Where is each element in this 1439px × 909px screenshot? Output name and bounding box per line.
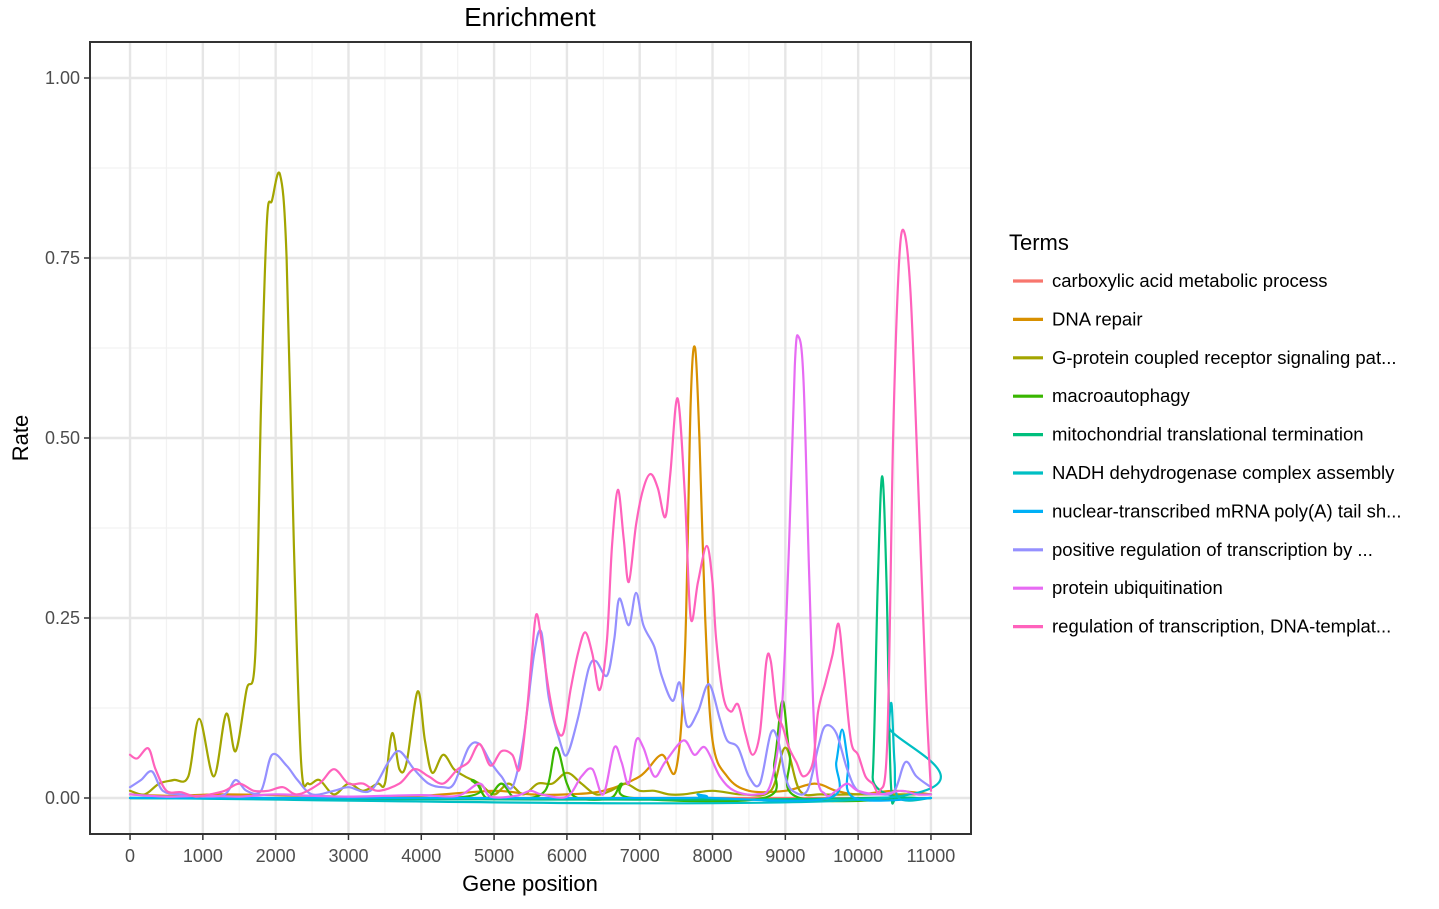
series-line-6 [128,728,933,802]
x-tick-label: 0 [125,846,135,866]
legend-item: positive regulation of transcription by … [1013,539,1373,560]
legend-label: positive regulation of transcription by … [1052,539,1373,560]
legend-label: regulation of transcription, DNA-templat… [1052,616,1391,637]
legend-item: NADH dehydrogenase complex assembly [1013,462,1395,483]
legend-item: DNA repair [1013,308,1142,329]
x-tick-label: 2000 [256,846,296,866]
series-line-9 [128,228,933,798]
legend-label: NADH dehydrogenase complex assembly [1052,462,1395,483]
x-axis-title: Gene position [462,871,598,896]
x-tick-label: 8000 [693,846,733,866]
x-tick-label: 9000 [765,846,805,866]
y-tick-label: 0.00 [45,788,80,808]
legend-item: nuclear-transcribed mRNA poly(A) tail sh… [1013,500,1402,521]
legend-item: regulation of transcription, DNA-templat… [1013,616,1391,637]
legend-label: protein ubiquitination [1052,577,1223,598]
series-line-2 [128,171,933,797]
x-axis: 0 1000 2000 3000 4000 5000 6000 7000 8000 9000 100… [125,834,955,866]
legend-label: mitochondrial translational termination [1052,424,1364,445]
legend-item: carboxylic acid metabolic process [1013,270,1328,291]
y-axis: 0.00 0.25 0.50 0.75 1.00 [45,68,90,808]
legend-label: macroautophagy [1052,385,1191,406]
legend-item: G-protein coupled receptor signaling pat… [1013,347,1397,368]
y-tick-label: 0.75 [45,248,80,268]
x-tick-label: 6000 [547,846,587,866]
legend-items: carboxylic acid metabolic process DNA rep… [1013,270,1402,637]
y-axis-title: Rate [8,415,33,461]
chart-title: Enrichment [464,2,596,32]
legend: Terms carboxylic acid metabolic process D… [1009,230,1402,637]
y-tick-label: 0.50 [45,428,80,448]
series-line-4 [128,475,933,805]
x-tick-label: 11000 [907,846,956,866]
series-line-5 [128,701,942,805]
x-tick-label: 3000 [328,846,368,866]
series-line-7 [128,591,933,798]
legend-label: carboxylic acid metabolic process [1052,270,1328,291]
x-tick-label: 4000 [401,846,441,866]
legend-item: macroautophagy [1013,385,1191,406]
x-tick-label: 5000 [474,846,514,866]
legend-title: Terms [1009,230,1069,255]
x-tick-label: 7000 [620,846,660,866]
legend-label: G-protein coupled receptor signaling pat… [1052,347,1397,368]
x-tick-label: 10000 [833,846,883,866]
legend-label: nuclear-transcribed mRNA poly(A) tail sh… [1052,500,1402,521]
y-tick-label: 1.00 [45,68,80,88]
series-lines [128,171,942,805]
legend-item: protein ubiquitination [1013,577,1223,598]
y-tick-label: 0.25 [45,608,80,628]
legend-label: DNA repair [1052,308,1142,329]
x-tick-label: 1000 [183,846,223,866]
legend-item: mitochondrial translational termination [1013,424,1364,445]
